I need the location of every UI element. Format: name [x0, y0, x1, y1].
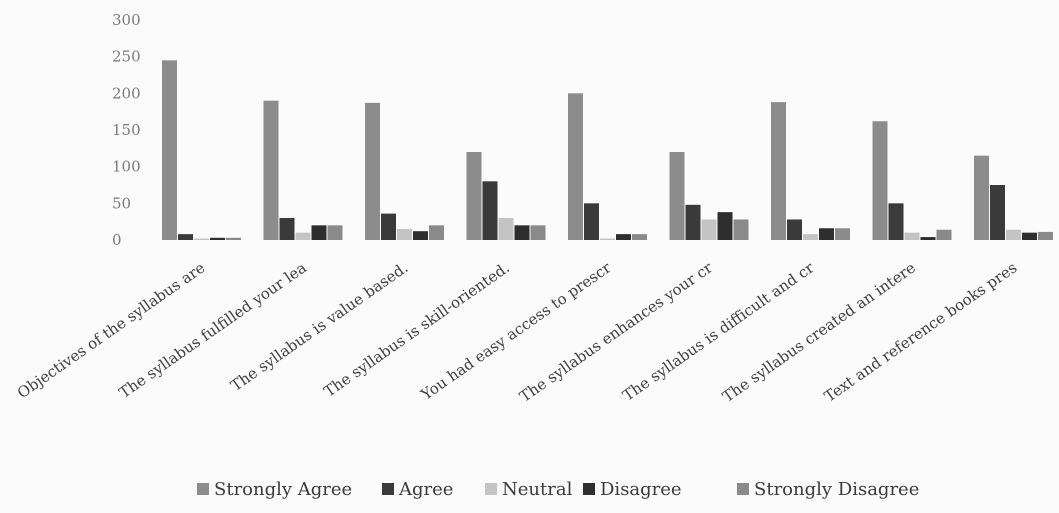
bar: [584, 203, 599, 240]
category-label: The syllabus fulfilled your lea: [116, 259, 310, 402]
bar: [819, 228, 834, 240]
bar: [733, 219, 749, 240]
bar: [311, 225, 327, 240]
legend-label: Strongly Disagree: [754, 479, 919, 500]
bar: [397, 229, 412, 240]
legend-label: Disagree: [600, 479, 682, 500]
bar: [194, 238, 209, 240]
bar: [701, 219, 717, 240]
bar: [771, 102, 786, 240]
category-label: The syllabus enhances your cr: [516, 258, 716, 406]
y-tick-label: 50: [112, 194, 131, 212]
category-label: The syllabus is skill-oriented.: [321, 259, 513, 401]
bar: [803, 234, 818, 240]
y-tick-label: 0: [112, 231, 122, 249]
bar: [835, 228, 850, 240]
bar: [632, 234, 647, 240]
bar: [1022, 232, 1037, 240]
bar: [514, 225, 530, 240]
bar: [498, 218, 514, 240]
bar: [872, 121, 888, 240]
bar: [263, 100, 279, 241]
bar: [178, 234, 193, 240]
bar: [974, 155, 989, 240]
bar: [568, 93, 583, 240]
legend-label: Agree: [398, 479, 453, 500]
bar: [466, 152, 482, 240]
bar: [616, 234, 631, 240]
bar: [226, 237, 241, 240]
legend-swatch: [197, 483, 209, 495]
bar: [279, 218, 295, 240]
bar: [600, 238, 615, 240]
category-label: You had easy access to prescr: [417, 258, 615, 404]
category-label: The syllabus created an intere: [719, 258, 919, 405]
y-tick-label: 250: [112, 48, 141, 66]
category-label: The syllabus is difficult and cr: [619, 258, 818, 405]
bar: [888, 203, 904, 240]
legend-swatch: [583, 483, 595, 495]
bar: [365, 102, 380, 240]
category-label: The syllabus is value based.: [227, 259, 411, 395]
bar: [482, 181, 498, 240]
category-label: Objectives of the syllabus are: [14, 258, 208, 402]
bar: [429, 225, 444, 240]
bar: [210, 237, 225, 240]
legend-label: Strongly Agree: [214, 479, 352, 500]
bar: [920, 237, 936, 240]
y-tick-label: 300: [112, 11, 141, 29]
bar: [530, 225, 546, 240]
bar: [327, 225, 343, 240]
bar: [990, 185, 1005, 240]
legend-swatch: [737, 483, 749, 495]
bar: [1038, 231, 1053, 240]
y-tick-label: 100: [112, 158, 141, 176]
legend-swatch: [485, 483, 497, 495]
bar: [669, 152, 685, 240]
bar: [787, 219, 802, 240]
category-label: Text and reference books pres: [821, 259, 1020, 406]
bar: [1006, 229, 1021, 240]
bar: [295, 232, 311, 240]
bar: [936, 229, 952, 240]
y-tick-label: 200: [112, 84, 141, 102]
bar: [162, 60, 177, 241]
legend-swatch: [382, 483, 394, 495]
bar: [685, 204, 701, 240]
y-tick-label: 150: [112, 121, 141, 139]
bar: [717, 212, 733, 240]
legend-label: Neutral: [502, 479, 573, 500]
bar: [413, 231, 428, 240]
bar: [381, 213, 396, 240]
bar: [904, 232, 920, 240]
